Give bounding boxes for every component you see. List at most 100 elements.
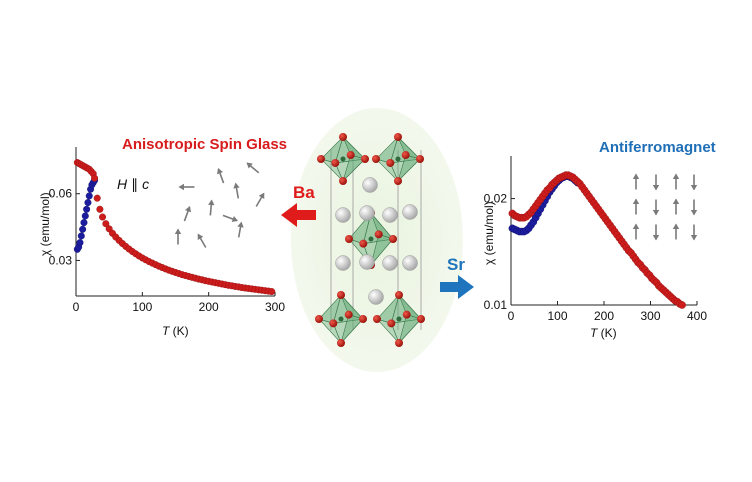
oxygen-atom-icon [329,319,338,328]
left-field-annotation: H ∥ c [117,176,149,192]
right-ticks: 0 100 200 300 400 0.01 0.02 [484,192,708,323]
a-site-atom-icon [335,255,351,271]
oxygen-atom-icon [339,133,347,141]
left-data-point [83,205,91,213]
oxygen-atom-icon [317,155,325,163]
right-chart-title: Antiferromagnet [599,139,716,156]
spin-arrow-icon-head [672,223,680,229]
spin-arrow-icon-head [632,198,640,204]
spin-arrow-icon-head [233,182,240,189]
spin-glass-chart: Anisotropic Spin Glass 0 100 200 300 0.03 0.0… [38,136,287,338]
left-data-point [79,225,87,233]
right-xlabel: T (K) [590,326,617,340]
left-data-point [99,213,107,221]
oxygen-atom-icon [372,155,380,163]
octahedron-face [370,233,394,266]
annotation-axis: c [142,176,149,192]
oxygen-atom-icon [416,155,424,163]
left-ylabel-unit: (emu/mol) [38,192,52,249]
left-xtick-label: 0 [73,300,80,314]
spin-arrow-icon-head [690,185,698,191]
left-xtick-label: 300 [265,300,285,314]
oxygen-atom-icon [345,235,353,243]
a-site-atom-icon [335,207,351,223]
left-data-point [77,232,85,240]
right-ytick-label: 0.02 [484,192,508,206]
left-data-point [91,174,99,182]
spin-arrow-icon-head [197,233,204,241]
perovskite-structure-icon [315,133,425,347]
oxygen-atom-icon [337,339,345,347]
left-data-points [73,159,276,296]
octahedron-bottom-right [373,291,425,347]
a-site-atom-icon [402,255,418,271]
metal-atom-icon [368,236,374,242]
oxygen-atom-icon [386,158,395,167]
left-xtick-label: 100 [132,300,152,314]
octahedron-top-right [372,133,424,185]
octahedron-face [398,314,422,344]
oxygen-atom-icon [346,151,355,160]
octahedron-face [397,154,421,182]
ba-arrow: Ba [281,183,316,227]
oxygen-atom-icon [394,133,402,141]
left-data-point [96,205,104,213]
spin-arrow-icon-head [672,198,680,204]
spin-arrow-icon-head [216,168,223,175]
left-data-point [102,220,110,228]
a-site-atom-icon [359,205,375,221]
oxygen-atom-icon [402,310,411,319]
annotation-rel: ∥ [131,176,138,192]
spin-arrow-icon-head [690,210,698,216]
metal-atom-icon [340,156,346,162]
spin-arrow-icon-head [185,206,192,213]
metal-atom-icon [396,316,402,322]
octahedron-face [340,314,364,344]
octahedron-middle [345,209,397,269]
left-chart-title: Anisotropic Spin Glass [122,136,287,153]
oxygen-atom-icon [373,315,381,323]
left-plot-axes [75,147,275,297]
oxygen-atom-icon [389,235,397,243]
sr-arrow: Sr [440,255,474,299]
left-xlabel-var: T [162,324,171,338]
spin-arrow-icon-head [652,235,660,241]
a-site-atom-icon [362,177,378,193]
left-ytick-label: 0.03 [49,253,73,267]
oxygen-atom-icon [344,310,353,319]
sr-arrow-icon [440,275,474,299]
left-ytick-label: 0.06 [49,187,73,201]
right-plot-axes [510,156,697,306]
oxygen-atom-icon [417,315,425,323]
spin-arrow-icon-head [632,223,640,229]
oxygen-atom-icon [359,239,368,248]
left-xlabel-unit: (K) [169,324,188,338]
right-xlabel-unit: (K) [597,326,616,340]
spin-arrow-icon-head [652,185,660,191]
oxygen-atom-icon [374,230,383,239]
oxygen-atom-icon [394,177,402,185]
a-site-atom-icon [402,204,418,220]
left-data-point [268,288,276,296]
spin-arrow-icon-head [246,162,253,169]
left-data-point [81,212,89,220]
ba-label: Ba [293,183,315,202]
a-site-atom-icon [382,255,398,271]
right-ylabel-unit: (emu/mol) [482,201,496,258]
oxygen-atom-icon [395,339,403,347]
right-xtick-label: 400 [687,309,707,323]
right-ytick-label: 0.01 [484,298,508,312]
metal-atom-icon [395,156,401,162]
a-site-atom-icon [368,289,384,305]
spin-arrow-icon-head [208,199,215,206]
left-data-point [85,192,93,200]
a-site-atom-icon [382,207,398,223]
spin-arrow-icon-head [258,192,265,200]
oxygen-atom-icon [401,151,410,160]
left-data-point [76,239,84,247]
sr-label: Sr [447,255,465,274]
spin-arrow-icon-head [690,235,698,241]
spin-arrow-icon-head [178,183,184,191]
octahedron-top-left [317,133,369,185]
left-ylabel-var: χ [38,249,52,256]
